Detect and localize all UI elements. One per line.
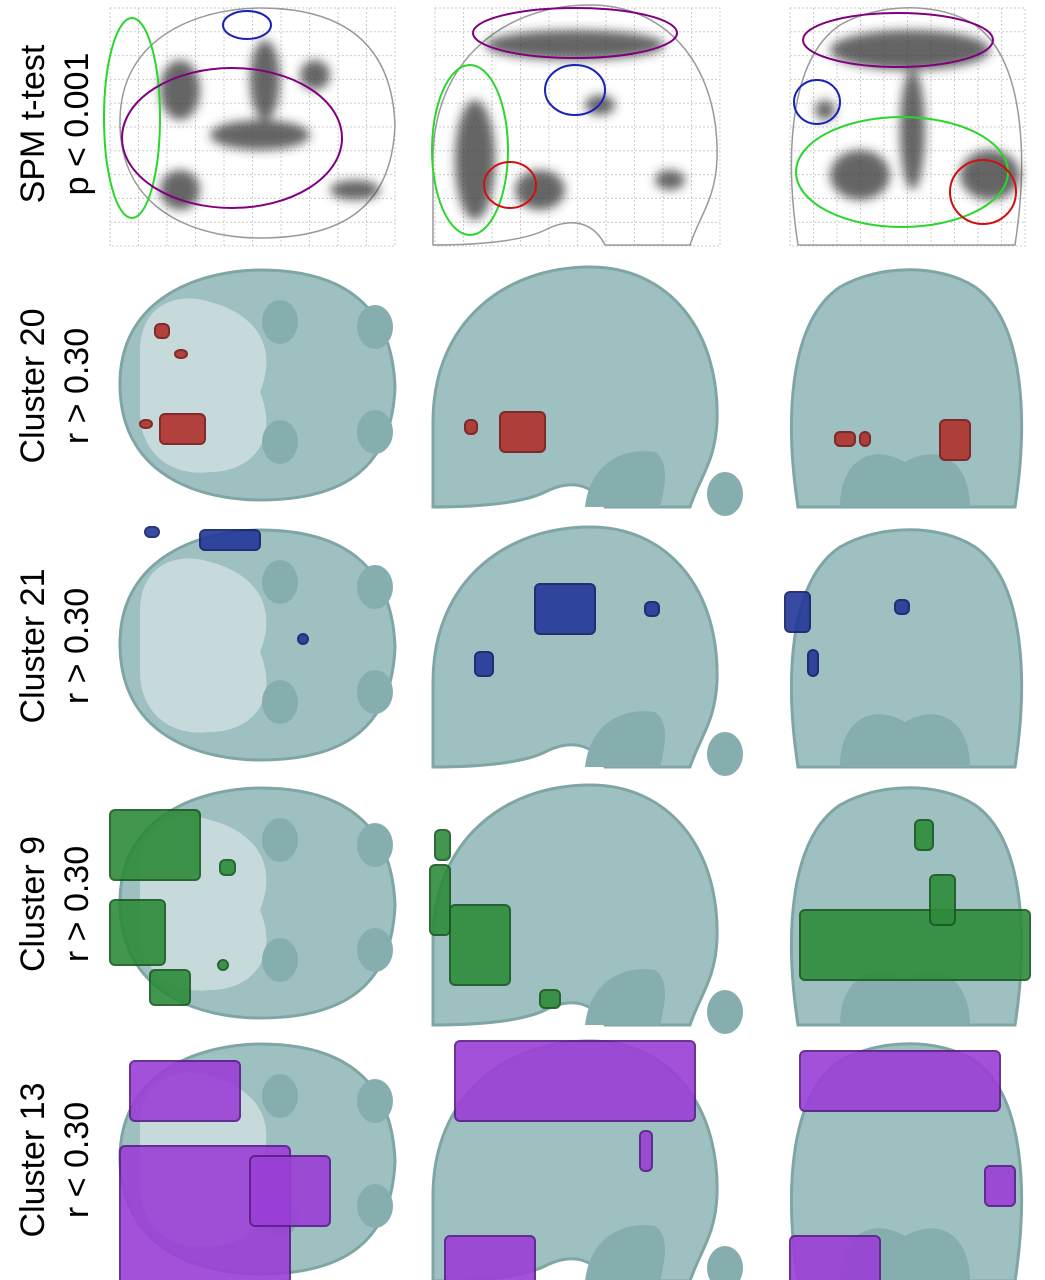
cluster-blob xyxy=(500,412,545,452)
cluster-blob xyxy=(160,414,205,444)
brain-panel xyxy=(430,785,743,1034)
cerebellum xyxy=(707,732,743,776)
row-sublabel: r > 0.30 xyxy=(58,846,96,962)
figure: SPM t-testp < 0.001Cluster 20r > 0.30Clu… xyxy=(0,0,1045,1280)
row-sublabel: r > 0.30 xyxy=(58,328,96,444)
activation xyxy=(485,30,665,60)
dark-spot xyxy=(357,410,393,454)
cluster-blob xyxy=(450,905,510,985)
cluster-blob xyxy=(155,324,169,338)
brain-panel xyxy=(790,8,1025,246)
brain-panel xyxy=(104,8,395,246)
dark-spot xyxy=(262,420,298,464)
dark-spot xyxy=(262,1074,298,1118)
cluster-blob xyxy=(915,820,933,850)
row-label: Cluster 13 xyxy=(14,1083,52,1238)
cluster-blob xyxy=(110,810,200,880)
activation xyxy=(160,60,200,120)
cerebellum xyxy=(707,990,743,1034)
brain-panel xyxy=(110,788,395,1018)
cluster-blob xyxy=(435,830,450,860)
row-label: SPM t-test xyxy=(14,44,52,203)
cluster-blob xyxy=(800,1051,1000,1111)
activation xyxy=(830,150,890,200)
cluster-blob xyxy=(790,1236,880,1280)
cluster-blob xyxy=(535,584,595,634)
activation xyxy=(655,170,685,190)
dark-spot xyxy=(357,823,393,867)
row-label: Cluster 21 xyxy=(14,569,52,724)
cluster-blob xyxy=(298,634,308,644)
cluster-blob xyxy=(430,865,450,935)
row-sublabel: r < 0.30 xyxy=(58,1102,96,1218)
cluster-blob xyxy=(985,1166,1015,1206)
cluster-blob xyxy=(785,592,810,632)
dark-spot xyxy=(262,818,298,862)
cluster-blob xyxy=(220,860,235,875)
cluster-blob xyxy=(200,530,260,550)
dark-spot xyxy=(357,670,393,714)
cluster-blob xyxy=(455,1041,695,1121)
brain-panel xyxy=(433,1041,743,1280)
activation xyxy=(330,180,380,200)
row-sublabel: r > 0.30 xyxy=(58,588,96,704)
brain-panel xyxy=(790,1044,1022,1280)
brain-panel xyxy=(792,270,1022,507)
activation xyxy=(900,70,925,190)
dark-spot xyxy=(357,1184,393,1228)
row-label: Cluster 9 xyxy=(14,836,52,972)
cluster-blob xyxy=(808,650,818,676)
cluster-blob xyxy=(218,960,228,970)
cluster-blob xyxy=(110,900,165,965)
brain-panel xyxy=(120,1044,395,1280)
cluster-blob xyxy=(140,420,152,428)
brain-panel xyxy=(785,530,1022,767)
dark-spot xyxy=(357,928,393,972)
cluster-blob xyxy=(860,432,870,446)
cerebellum xyxy=(707,472,743,516)
cluster-blob xyxy=(640,1131,652,1171)
dark-spot xyxy=(357,1079,393,1123)
cluster-blob xyxy=(250,1156,330,1226)
activation xyxy=(210,120,310,150)
dark-spot xyxy=(262,560,298,604)
cluster-blob xyxy=(800,910,1030,980)
cluster-blob xyxy=(930,875,955,925)
brain-silhouette xyxy=(433,527,717,767)
brain-panel xyxy=(433,267,743,516)
brain-panel xyxy=(433,527,743,776)
ventricle-region xyxy=(140,559,266,733)
brain-silhouette xyxy=(433,267,717,507)
cluster-blob xyxy=(145,527,159,537)
cluster-blob xyxy=(645,602,659,616)
cluster-blob xyxy=(175,350,187,358)
row-label: Cluster 20 xyxy=(14,309,52,464)
cluster-blob xyxy=(475,652,493,676)
cluster-blob xyxy=(465,420,477,434)
cluster-blob xyxy=(895,600,909,614)
activation xyxy=(250,40,280,120)
brainstem xyxy=(840,454,970,507)
brain-panel xyxy=(120,527,395,760)
brainstem xyxy=(840,714,970,767)
dark-spot xyxy=(357,305,393,349)
cluster-blob xyxy=(130,1061,240,1121)
brain-panel xyxy=(120,270,395,500)
activation xyxy=(815,100,835,120)
activation xyxy=(515,170,565,210)
cluster-blob xyxy=(445,1236,535,1280)
dark-spot xyxy=(262,300,298,344)
cerebellum xyxy=(707,1246,743,1280)
dark-spot xyxy=(262,938,298,982)
cluster-blob xyxy=(940,420,970,460)
dark-spot xyxy=(357,565,393,609)
row-sublabel: p < 0.001 xyxy=(58,53,96,196)
dark-spot xyxy=(262,680,298,724)
cluster-blob xyxy=(150,970,190,1005)
brain-panel xyxy=(792,788,1030,1025)
cluster-blob xyxy=(540,990,560,1008)
cluster-blob xyxy=(835,432,855,446)
brain-panel xyxy=(432,5,720,246)
activation xyxy=(455,100,495,220)
